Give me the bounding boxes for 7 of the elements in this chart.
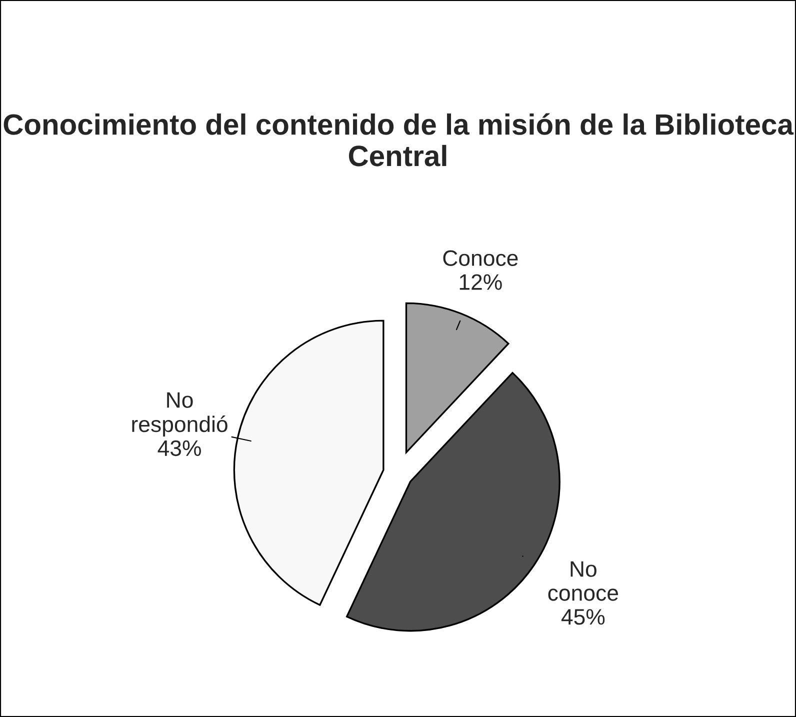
slice-label: No respondió — [132, 392, 228, 437]
data-label: 45% — [561, 609, 605, 625]
chart-title: Conocimiento del contenido de la misión de la Biblioteca Central — [4, 113, 794, 166]
data-label: 43% — [158, 440, 201, 456]
data-label: 12% — [460, 274, 502, 290]
slice-label: No conoce — [548, 561, 618, 601]
slice-label: Conoce — [443, 250, 518, 266]
